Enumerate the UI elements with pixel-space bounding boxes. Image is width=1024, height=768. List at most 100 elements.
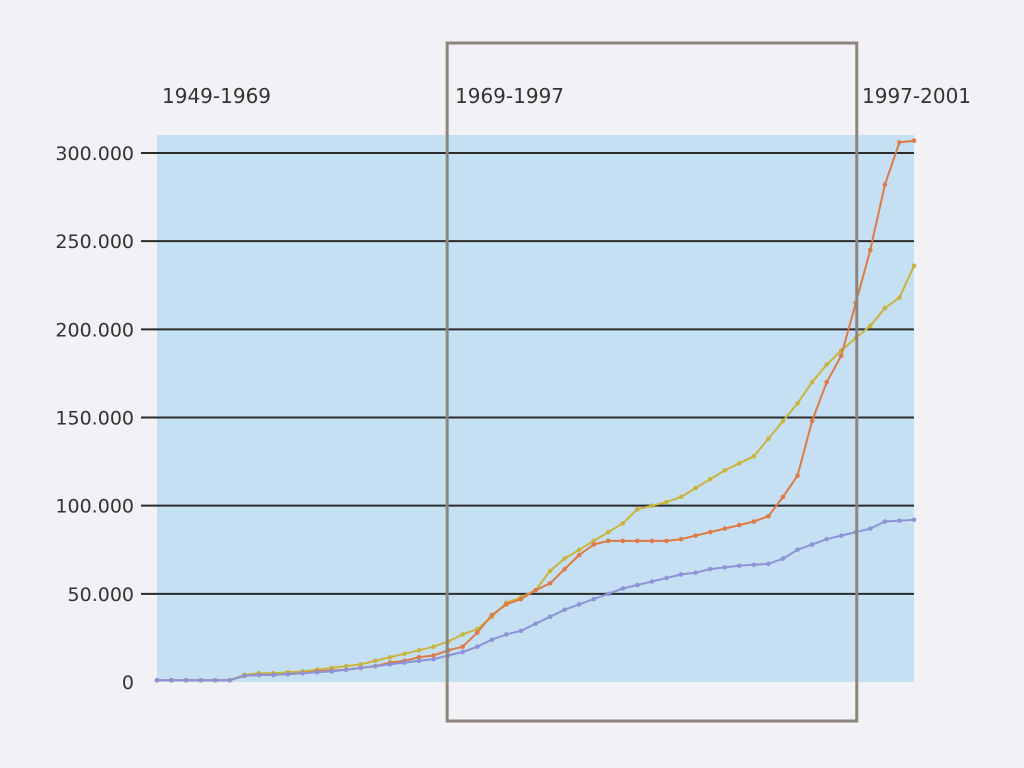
data-point (416, 655, 422, 660)
data-point (576, 552, 582, 558)
data-point (562, 556, 567, 561)
data-point (693, 485, 698, 491)
data-point (664, 499, 669, 505)
data-point (431, 653, 436, 658)
data-point (911, 138, 917, 143)
data-point (271, 672, 276, 678)
data-point (154, 677, 160, 683)
data-point (795, 547, 800, 553)
data-point (678, 494, 684, 500)
data-point (824, 536, 829, 542)
data-point (358, 662, 364, 667)
series-3 (154, 517, 917, 683)
data-point (300, 670, 305, 676)
data-point (824, 362, 829, 367)
y-tick-label: 250.000 (55, 231, 134, 253)
data-point (285, 671, 291, 677)
data-point (649, 538, 655, 544)
gridlines (141, 152, 914, 595)
data-point (576, 602, 582, 607)
data-point (329, 669, 334, 674)
data-point (402, 660, 407, 665)
data-point (795, 401, 800, 406)
data-point (780, 494, 786, 500)
data-point (416, 658, 422, 664)
data-point (343, 663, 349, 669)
data-point (620, 586, 626, 591)
data-point (795, 473, 800, 478)
data-point (882, 519, 888, 524)
data-point (242, 673, 247, 679)
period-labels: 1949-1969 1969-1997 1997-2001 (162, 84, 971, 108)
data-point (591, 538, 597, 544)
y-tick-label: 200.000 (55, 319, 134, 341)
data-point (882, 305, 888, 311)
data-point (664, 575, 669, 581)
data-point (649, 579, 655, 584)
data-point (387, 655, 393, 660)
data-point (737, 563, 742, 568)
data-point (489, 612, 495, 618)
data-point (635, 506, 640, 512)
data-point (431, 644, 436, 650)
data-point (766, 513, 771, 519)
data-point (693, 570, 698, 575)
data-point (897, 295, 902, 300)
data-point (489, 637, 495, 642)
data-point (751, 562, 757, 568)
y-tick-label: 50.000 (68, 584, 134, 606)
data-point (707, 566, 713, 572)
data-point (868, 323, 873, 329)
data-point (620, 521, 626, 526)
data-point (911, 517, 917, 523)
data-point (678, 572, 684, 577)
data-point (591, 542, 597, 547)
period-label: 1997-2001 (862, 84, 971, 108)
data-point (504, 602, 509, 607)
data-point (635, 538, 640, 544)
data-point (605, 538, 611, 544)
data-point (460, 644, 466, 650)
data-point (751, 519, 757, 524)
data-point (911, 263, 917, 269)
data-point (838, 353, 844, 359)
data-point (169, 677, 174, 683)
data-point (620, 538, 626, 544)
data-point (868, 526, 873, 531)
data-point (780, 418, 786, 424)
data-point (737, 461, 742, 466)
data-point (809, 542, 815, 547)
data-point (766, 561, 771, 567)
data-point (256, 672, 262, 678)
data-point (474, 630, 480, 635)
data-point (605, 591, 611, 597)
data-point (707, 476, 713, 482)
data-point (824, 379, 829, 385)
data-point (751, 453, 757, 459)
data-point (460, 632, 466, 637)
y-tick-label: 0 (122, 672, 134, 694)
data-point (343, 667, 349, 672)
data-point (402, 651, 407, 657)
data-point (605, 529, 611, 535)
data-point (664, 538, 669, 544)
data-point (722, 526, 728, 531)
data-point (212, 677, 218, 683)
y-tick-label: 300.000 (55, 143, 134, 165)
data-point (809, 379, 815, 385)
data-point (722, 468, 728, 473)
data-point (518, 628, 524, 634)
data-point (547, 580, 553, 586)
data-point (838, 533, 844, 538)
data-point (227, 677, 233, 683)
period-label: 1969-1997 (455, 84, 564, 108)
data-point (882, 182, 888, 188)
data-point (649, 503, 655, 508)
y-tick-label: 150.000 (55, 408, 134, 430)
data-point (533, 588, 538, 593)
data-point (314, 670, 320, 675)
data-point (897, 518, 902, 523)
data-point (518, 596, 524, 602)
data-point (358, 665, 364, 671)
